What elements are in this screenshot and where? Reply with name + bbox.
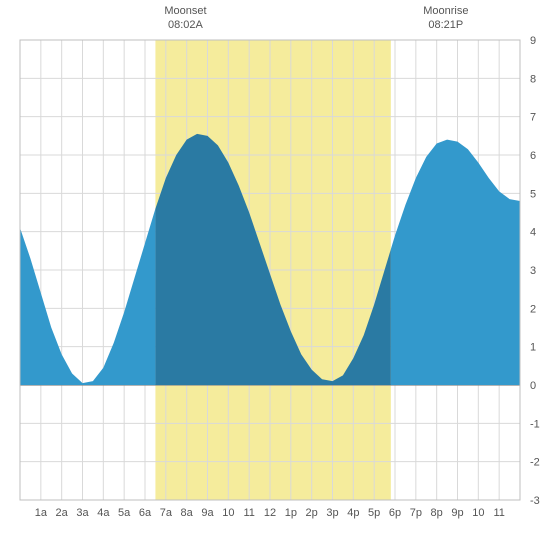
y-tick-label: 5 (530, 188, 536, 200)
x-tick-label: 11 (493, 507, 504, 519)
y-tick-label: 4 (530, 227, 536, 239)
x-tick-label: 7p (410, 507, 422, 519)
x-tick-label: 4a (97, 507, 110, 519)
y-tick-label: 7 (530, 112, 536, 124)
y-tick-label: -1 (530, 418, 540, 430)
y-tick-label: 8 (530, 73, 536, 85)
x-tick-label: 9a (201, 507, 214, 519)
y-tick-label: 9 (530, 35, 536, 47)
moonset-label: Moonset (164, 5, 206, 17)
y-tick-label: 6 (530, 150, 536, 162)
x-tick-label: 4p (347, 507, 359, 519)
x-tick-label: 6a (139, 507, 152, 519)
x-tick-label: 3p (326, 507, 338, 519)
x-tick-label: 10 (222, 507, 234, 519)
x-tick-label: 7a (160, 507, 173, 519)
x-tick-label: 1a (35, 507, 48, 519)
x-tick-label: 5a (118, 507, 131, 519)
y-tick-label: 1 (530, 342, 536, 354)
x-tick-label: 10 (472, 507, 484, 519)
x-tick-label: 6p (389, 507, 401, 519)
y-tick-label: 3 (530, 265, 536, 277)
x-tick-label: 11 (243, 507, 254, 519)
x-tick-label: 5p (368, 507, 380, 519)
x-tick-label: 8p (431, 507, 443, 519)
x-tick-label: 12 (264, 507, 276, 519)
x-tick-label: 3a (76, 507, 89, 519)
moonset-time: 08:02A (168, 19, 204, 31)
x-tick-label: 2p (306, 507, 318, 519)
tide-chart: 1a2a3a4a5a6a7a8a9a1011121p2p3p4p5p6p7p8p… (0, 0, 550, 550)
y-tick-label: -3 (530, 495, 540, 507)
chart-svg: 1a2a3a4a5a6a7a8a9a1011121p2p3p4p5p6p7p8p… (0, 0, 550, 550)
y-tick-label: 0 (530, 380, 536, 392)
y-tick-label: -2 (530, 457, 540, 469)
y-tick-label: 2 (530, 303, 536, 315)
moonrise-label: Moonrise (423, 5, 468, 17)
x-tick-label: 9p (451, 507, 463, 519)
x-tick-label: 1p (285, 507, 297, 519)
x-tick-label: 8a (181, 507, 194, 519)
x-tick-label: 2a (56, 507, 69, 519)
moonrise-time: 08:21P (428, 19, 463, 31)
